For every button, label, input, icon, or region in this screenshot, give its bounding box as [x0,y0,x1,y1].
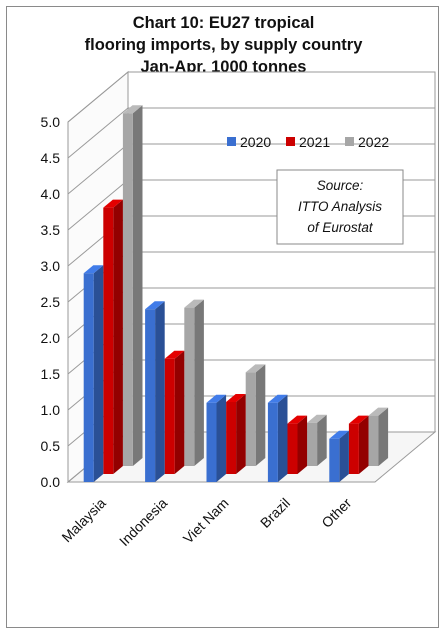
y-tick-label: 4.5 [41,150,61,166]
bar-2021-Viet Nam [226,394,246,474]
chart-bars [83,105,389,482]
legend-label-2021: 2021 [299,134,330,150]
bar-2020-Indonesia [145,301,165,482]
y-tick-label: 1.0 [41,402,61,418]
bar-2020-Brazil [267,394,288,482]
legend-swatch-2022 [345,137,354,146]
source-box [276,169,404,245]
y-tick-label: 5.0 [41,114,61,130]
x-category-label: Indonesia [116,495,170,549]
legend-swatch-2021 [286,137,295,146]
source-line-2: ITTO Analysis [298,199,382,214]
bar-2021-Brazil [287,415,308,474]
y-tick-label: 0.0 [41,474,61,490]
bar-2022-Viet Nam [245,364,266,466]
source-line-3: of Eurostat [307,220,374,235]
x-category-label: Other [318,495,354,531]
y-tick-label: 2.0 [41,330,61,346]
bar-2022-Other [368,407,389,466]
chart-legend: 2020 2021 2022 [227,134,389,150]
bar-2021-Malaysia [103,199,123,474]
y-tick-label: 4.0 [41,186,61,202]
bar-2020-Malaysia [83,265,104,482]
y-axis-ticks: 0.0 0.5 1.0 1.5 2.0 2.5 3.0 3.5 4.0 4.5 5.0 [41,114,61,490]
bar-2022-Brazil [307,414,327,466]
legend-swatch-2020 [227,137,236,146]
y-tick-label: 0.5 [41,438,61,454]
bar-2020-Other [329,430,349,482]
y-tick-label: 1.5 [41,366,61,382]
bar-2021-Indonesia [164,350,185,474]
y-tick-label: 3.0 [41,258,61,274]
legend-label-2020: 2020 [240,134,271,150]
y-tick-label: 2.5 [41,294,61,310]
source-line-1: Source: [317,178,364,193]
bar-2022-Indonesia [184,299,204,466]
x-category-label: Malaysia [58,495,109,546]
x-category-label: Brazil [257,495,293,531]
x-axis-categories: Malaysia Indonesia Viet Nam Brazil Other [58,495,354,549]
legend-label-2022: 2022 [358,134,389,150]
y-tick-label: 3.5 [41,222,61,238]
bar-2021-Other [348,415,369,474]
gridline [67,71,435,123]
chart-title-line-1: Chart 10: EU27 tropical [132,14,315,32]
bar-2022-Malaysia [122,105,143,466]
gridline [67,107,435,159]
chart-title-line-2: flooring imports, by supply country [84,36,363,54]
bar-2020-Viet Nam [206,394,227,482]
source-annotation: Source: ITTO Analysis of Eurostat [276,169,404,245]
x-category-label: Viet Nam [180,495,232,547]
